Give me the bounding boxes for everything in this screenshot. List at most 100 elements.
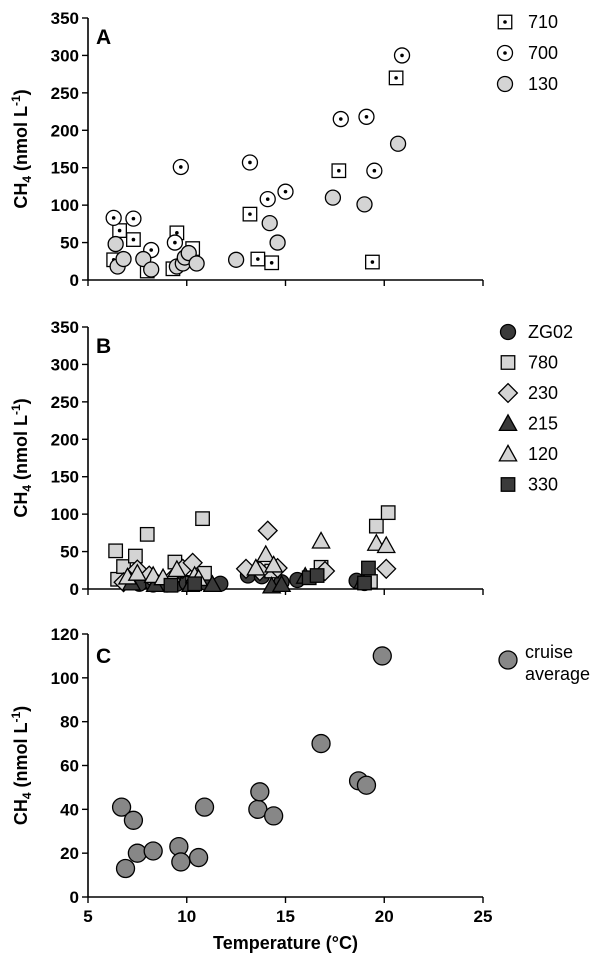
data-point xyxy=(356,196,373,213)
legend-marker-dot xyxy=(503,20,507,24)
legend-label: cruise average xyxy=(525,642,590,684)
data-point xyxy=(263,555,284,573)
y-tick-label: 100 xyxy=(51,196,79,215)
data-point xyxy=(188,847,209,868)
x-tick-label: 10 xyxy=(177,907,196,926)
y-tick-label: 60 xyxy=(60,757,79,776)
data-point xyxy=(271,574,292,593)
data-point xyxy=(111,797,132,817)
data-point xyxy=(194,797,215,817)
data-point xyxy=(127,563,148,581)
y-tick-label: 300 xyxy=(51,46,79,65)
data-point-dot xyxy=(175,231,179,235)
data-point xyxy=(107,235,124,253)
data-point xyxy=(127,548,143,564)
y-tick-label: 20 xyxy=(60,844,79,863)
data-point xyxy=(115,250,132,268)
panel-b: 0 50 100 150 200 250 300 350 B CH4 (nmol L-1) ZG02… xyxy=(9,318,573,599)
data-point xyxy=(143,261,160,278)
data-point xyxy=(324,189,342,206)
data-point-dot xyxy=(364,115,369,119)
legend-marker xyxy=(500,355,516,370)
series-700 xyxy=(105,47,411,259)
data-point-dot xyxy=(400,53,404,58)
legend-item: cruise average xyxy=(498,642,590,684)
y-tick-label: 120 xyxy=(51,625,79,644)
data-point xyxy=(356,775,377,795)
data-point xyxy=(389,135,407,152)
legend-item: 330 xyxy=(500,475,558,495)
series-130 xyxy=(107,135,407,278)
data-point xyxy=(195,511,210,527)
legend-item: 215 xyxy=(498,413,558,434)
legend-marker xyxy=(498,650,518,670)
legend-item: 780 xyxy=(500,353,558,373)
data-point xyxy=(246,558,266,576)
legend-label: 780 xyxy=(528,353,558,373)
data-point xyxy=(357,575,372,591)
data-point-dot xyxy=(111,216,116,220)
data-point xyxy=(309,568,325,583)
legend-label: ZG02 xyxy=(528,322,573,342)
data-point-dot xyxy=(179,165,183,169)
x-tick-label: 25 xyxy=(474,907,493,926)
data-point xyxy=(376,535,396,554)
legend-marker xyxy=(498,413,518,432)
data-point-dot xyxy=(265,197,270,201)
legend-item: 230 xyxy=(497,382,558,404)
data-point xyxy=(257,520,279,541)
panel-letter: C xyxy=(96,645,111,668)
data-point-dot xyxy=(256,257,260,261)
legend-item: 700 xyxy=(496,43,558,63)
data-point xyxy=(372,646,392,666)
y-tick-label: 100 xyxy=(51,669,79,688)
data-point-dot xyxy=(131,216,136,221)
data-point xyxy=(227,251,245,268)
y-tick-label: 150 xyxy=(51,468,79,487)
data-point xyxy=(368,518,384,534)
data-point-dot xyxy=(248,160,252,165)
series-330 xyxy=(163,560,376,593)
legend-marker xyxy=(497,382,519,404)
data-point-dot xyxy=(117,228,122,233)
legend-marker-dot xyxy=(503,51,507,55)
data-point xyxy=(188,255,205,272)
series-cruise-average xyxy=(111,646,392,879)
legend-label: 215 xyxy=(528,414,558,434)
y-tick-label: 40 xyxy=(60,800,79,819)
data-point xyxy=(311,531,331,549)
y-tick-label: 350 xyxy=(51,9,79,28)
data-point xyxy=(108,543,124,559)
data-point xyxy=(171,852,191,872)
y-axis-label: CH4 (nmol L-1) xyxy=(9,398,34,517)
y-tick-label: 300 xyxy=(51,355,79,374)
legend-marker xyxy=(499,323,517,341)
data-point-dot xyxy=(173,240,177,245)
legend-label: 330 xyxy=(528,475,558,495)
legend-label: 130 xyxy=(528,74,558,94)
x-tick-label: 5 xyxy=(83,907,92,926)
legend-label: 710 xyxy=(528,12,558,32)
y-tick-label: 200 xyxy=(51,121,79,140)
data-point xyxy=(256,544,276,563)
legend-marker xyxy=(500,477,516,492)
data-point xyxy=(375,558,397,580)
data-point-dot xyxy=(339,117,343,121)
data-point-dot xyxy=(149,248,153,252)
y-tick-label: 150 xyxy=(51,159,79,178)
data-point xyxy=(127,843,148,863)
y-tick-label: 250 xyxy=(51,393,79,412)
data-point xyxy=(115,858,136,879)
legend-label: 120 xyxy=(528,444,558,464)
legend-label: 230 xyxy=(528,383,558,403)
data-point-dot xyxy=(269,260,274,265)
legend-item: 710 xyxy=(497,12,558,32)
y-tick-label: 100 xyxy=(51,505,79,524)
legend-item: 130 xyxy=(496,74,558,94)
legend-marker xyxy=(496,75,514,93)
y-tick-label: 50 xyxy=(60,234,79,253)
data-point-dot xyxy=(337,168,341,173)
panel-a: 0 50 100 150 200 250 300 350 A CH4 (nmol L-1) 710 7… xyxy=(9,9,558,290)
data-point xyxy=(143,841,163,861)
